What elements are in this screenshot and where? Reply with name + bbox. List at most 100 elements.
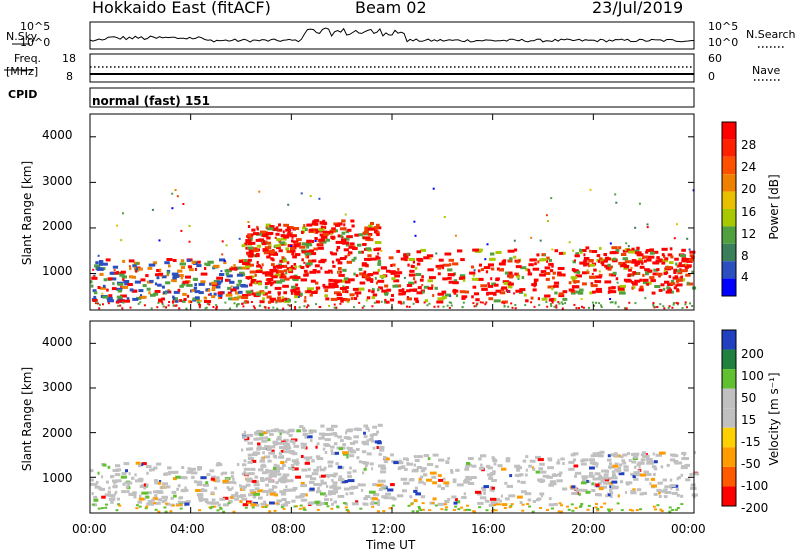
power-cell xyxy=(294,290,301,294)
velocity-cell xyxy=(591,482,594,486)
velocity-cell xyxy=(654,508,657,511)
velocity-ytick: 4000 xyxy=(42,335,73,349)
velocity-cell xyxy=(470,476,477,479)
velocity-cell xyxy=(331,424,338,428)
power-cell xyxy=(676,264,680,268)
velocity-cell xyxy=(302,506,306,509)
power-cell xyxy=(343,248,349,252)
power-cell xyxy=(679,268,682,272)
power-cell xyxy=(663,307,666,310)
power-cell xyxy=(442,277,448,281)
velocity-cell xyxy=(301,468,308,472)
power-cell xyxy=(161,275,167,279)
power-cell xyxy=(116,295,123,299)
power-cell xyxy=(318,238,326,242)
velocity-cell xyxy=(599,506,603,509)
power-cell xyxy=(654,306,657,308)
power-cell xyxy=(177,288,181,292)
power-cell xyxy=(238,237,241,240)
power-cell xyxy=(390,298,395,302)
velocity-cell xyxy=(234,491,239,495)
velocity-cell xyxy=(570,503,574,506)
velocity-cell xyxy=(247,441,253,445)
power-cell xyxy=(165,281,171,285)
power-cell xyxy=(275,270,279,274)
power-cell xyxy=(161,297,165,301)
velocity-cell xyxy=(327,460,334,464)
power-cell xyxy=(135,262,139,266)
power-cell xyxy=(314,264,320,268)
velocity-cell xyxy=(125,469,128,473)
power-cell xyxy=(294,306,296,308)
velocity-cell xyxy=(551,474,558,477)
velocity-cell xyxy=(330,445,335,449)
power-cell xyxy=(600,261,604,265)
power-cbar-tick: 8 xyxy=(741,249,749,263)
power-cell xyxy=(105,258,111,262)
power-cell xyxy=(572,260,576,264)
power-cell xyxy=(207,293,210,296)
power-cell xyxy=(448,306,451,309)
power-cell xyxy=(462,278,466,282)
velocity-cell xyxy=(509,505,513,508)
power-cell xyxy=(611,286,616,290)
velocity-cell xyxy=(285,479,289,483)
velocity-cell xyxy=(602,478,610,482)
power-cell xyxy=(475,303,478,306)
power-cell xyxy=(359,272,363,276)
velocity-cell xyxy=(275,441,282,445)
velocity-cell xyxy=(609,491,614,495)
velocity-cell xyxy=(690,483,696,487)
velocity-cell xyxy=(397,494,404,498)
velocity-cell xyxy=(107,465,111,469)
power-cell xyxy=(95,261,99,265)
power-cell xyxy=(261,263,264,267)
velocity-cell xyxy=(652,505,656,508)
power-cell xyxy=(342,268,347,272)
power-cell xyxy=(504,271,509,275)
power-cell xyxy=(568,241,571,244)
power-cell xyxy=(247,225,251,228)
power-cell xyxy=(371,290,375,294)
power-cell xyxy=(171,192,174,195)
power-cell xyxy=(495,277,500,281)
velocity-cell xyxy=(300,493,306,497)
power-cell xyxy=(672,302,675,304)
velocity-cell xyxy=(604,485,608,489)
power-cell xyxy=(579,250,583,254)
velocity-cell xyxy=(266,469,271,473)
velocity-cell xyxy=(162,485,167,489)
power-cell xyxy=(370,280,374,283)
velocity-cell xyxy=(346,455,349,459)
velocity-cell xyxy=(623,468,629,472)
power-cell xyxy=(221,240,224,243)
velocity-cell xyxy=(257,442,261,446)
power-cell xyxy=(654,285,661,288)
velocity-cell xyxy=(670,486,673,490)
velocity-cell xyxy=(320,474,326,478)
velocity-cell xyxy=(595,483,600,487)
power-cell xyxy=(609,301,612,304)
velocity-cell xyxy=(97,507,101,510)
power-cell xyxy=(670,255,674,259)
velocity-cell xyxy=(408,478,415,482)
power-cell xyxy=(131,275,136,279)
velocity-cell xyxy=(609,466,612,470)
velocity-cell xyxy=(673,459,679,463)
power-cell xyxy=(215,304,218,307)
velocity-cell xyxy=(206,473,211,477)
power-cell xyxy=(122,212,124,215)
power-cell xyxy=(232,297,239,301)
velocity-cell xyxy=(242,503,249,507)
velocity-cell xyxy=(313,468,319,472)
power-cell xyxy=(414,280,417,284)
velocity-cell xyxy=(461,496,467,499)
velocity-cell xyxy=(291,468,295,471)
power-cell xyxy=(354,291,362,295)
power-cell xyxy=(117,304,120,307)
velocity-cell xyxy=(361,450,367,454)
power-cell xyxy=(327,231,334,234)
velocity-cell xyxy=(90,482,97,486)
velocity-cell xyxy=(496,503,500,506)
velocity-cell xyxy=(582,458,589,462)
